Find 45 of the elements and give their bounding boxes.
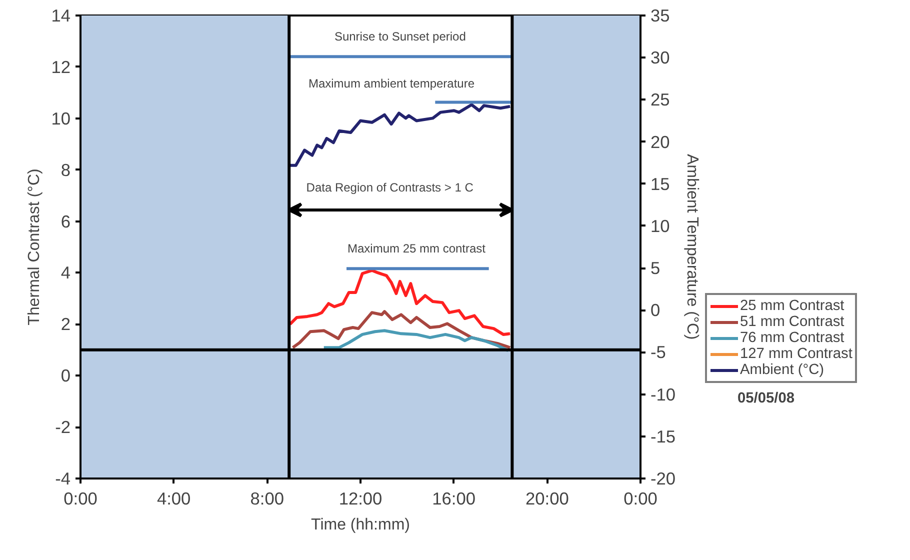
text: 05/05/08: [738, 390, 795, 406]
x-tick-label: 0:00: [624, 488, 658, 508]
legend-label: 76 mm Contrast: [740, 330, 844, 346]
legend-label: 51 mm Contrast: [740, 314, 844, 330]
y-tick-label: -4: [55, 468, 71, 488]
y-tick-label: 4: [60, 262, 71, 283]
y2-tick-label: -10: [650, 384, 676, 404]
y2-axis-title: Ambient Temperature (°C): [684, 154, 701, 340]
legend-label: 127 mm Contrast: [740, 346, 852, 362]
y-tick-label: 10: [51, 108, 71, 128]
line-series: [322, 329, 510, 352]
annotation: Data Region of Contrasts > 1 C: [306, 180, 474, 194]
y2-tick-label: 35: [650, 6, 670, 26]
annotation: Maximum ambient temperature: [308, 76, 475, 90]
line-series: [288, 268, 512, 336]
line-series: [291, 310, 512, 350]
y-axis-title: Thermal Contrast (°C): [26, 168, 44, 326]
x-tick-label: 8:00: [250, 488, 284, 508]
y-tick-label: 2: [60, 314, 71, 334]
y2-tick-label: -20: [650, 468, 676, 488]
y2-tick-label: 20: [650, 132, 670, 152]
y-tick-label: -2: [55, 417, 71, 438]
y-tick-label: 14: [51, 6, 71, 26]
y-tick-label: 12: [51, 56, 71, 77]
x-tick-label: 16:00: [432, 488, 476, 508]
y2-tick-label: -5: [650, 342, 666, 362]
annotation: Maximum 25 mm contrast: [347, 242, 486, 256]
y-tick-label: 0: [60, 366, 71, 386]
y2-tick-label: 10: [650, 216, 670, 236]
x-tick-label: 0:00: [64, 488, 98, 508]
legend-label: 25 mm Contrast: [740, 298, 844, 314]
y2-tick-label: 5: [650, 258, 660, 278]
x-tick-label: 12:00: [338, 488, 382, 508]
y2-tick-label: -15: [650, 426, 676, 446]
annotation: Sunrise to Sunset period: [334, 30, 466, 44]
x-tick-label: 20:00: [525, 488, 569, 508]
y-tick-label: 6: [60, 211, 71, 232]
legend-label: Ambient (°C): [740, 362, 824, 378]
y-tick-label: 8: [60, 160, 71, 180]
x-axis-title: Time (hh:mm): [311, 516, 410, 534]
y2-tick-label: 25: [650, 90, 670, 110]
y2-tick-label: 0: [650, 300, 660, 320]
y2-tick-label: 30: [650, 48, 670, 68]
y2-tick-label: 15: [650, 174, 670, 194]
x-tick-label: 4:00: [156, 488, 191, 508]
